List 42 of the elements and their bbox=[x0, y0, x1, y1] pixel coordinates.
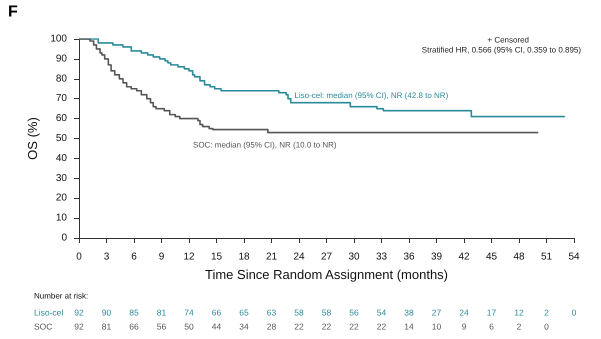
y-tick-label: 10 bbox=[56, 212, 68, 224]
y-tick-label: 50 bbox=[56, 133, 68, 144]
y-tick-label: 60 bbox=[56, 113, 68, 124]
annotation: + Censored bbox=[487, 36, 530, 44]
text: SOC bbox=[34, 322, 52, 332]
text: Number at risk: bbox=[34, 292, 88, 300]
text: F bbox=[8, 4, 18, 20]
text: 92 81 66 56 50 44 34 28 22 22 22 22 14 10 9 6 2 0 bbox=[74, 322, 549, 332]
y-tick-label: 20 bbox=[56, 192, 68, 204]
y-tick-label: 70 bbox=[56, 93, 68, 104]
x-tick-label: 15 bbox=[210, 252, 222, 262]
y-tick-label: 90 bbox=[56, 53, 68, 64]
x-tick-label: 6 bbox=[131, 252, 138, 262]
text: Liso-cel bbox=[34, 308, 64, 318]
x-tick-label: 33 bbox=[376, 252, 388, 262]
y-tick-label: 100 bbox=[50, 34, 68, 44]
y-tick-label: 30 bbox=[56, 172, 68, 184]
x-tick-label: 0 bbox=[76, 252, 82, 262]
x-tick-label: 27 bbox=[320, 252, 332, 262]
y-axis-title: OS (%) bbox=[25, 117, 40, 160]
annotation: Liso-cel: median (95% CI), NR (42.8 to NR) bbox=[294, 91, 449, 100]
x-tick-label: 9 bbox=[158, 252, 165, 262]
x-tick-label: 21 bbox=[266, 252, 278, 262]
x-tick-label: 36 bbox=[403, 252, 415, 262]
x-tick-label: 30 bbox=[348, 252, 360, 262]
x-tick-label: 3 bbox=[104, 252, 110, 262]
y-tick-label: 80 bbox=[56, 73, 68, 84]
x-tick-label: 51 bbox=[540, 252, 552, 262]
x-tick-label: 39 bbox=[430, 252, 442, 262]
x-tick-label: 45 bbox=[486, 252, 498, 262]
y-tick-label: 40 bbox=[56, 152, 68, 164]
x-tick-label: 54 bbox=[568, 252, 580, 262]
x-tick-label: 24 bbox=[293, 252, 305, 262]
x-tick-label: 12 bbox=[183, 252, 195, 262]
x-tick-label: 42 bbox=[458, 252, 470, 262]
x-tick-label: 18 bbox=[238, 252, 250, 262]
y-tick-label: 0 bbox=[61, 232, 68, 244]
x-axis-title: Time Since Random Assignment (months) bbox=[204, 267, 448, 282]
text: 92 90 85 81 74 66 65 63 58 58 56 54 38 27 24 17 12 2 0 bbox=[74, 308, 576, 318]
annotation: SOC: median (95% CI), NR (10.0 to NR) bbox=[193, 140, 337, 150]
x-tick-label: 48 bbox=[513, 252, 525, 262]
annotation: Stratified HR, 0.566 (95% CI, 0.359 to 0.895) bbox=[422, 46, 582, 54]
